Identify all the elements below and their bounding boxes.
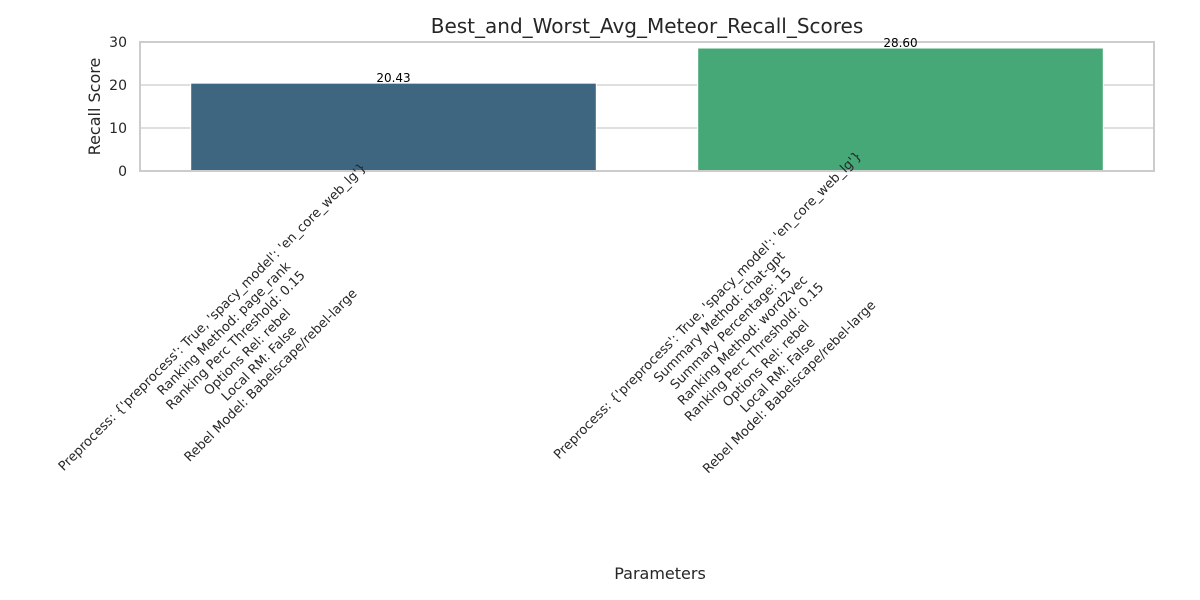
bar-2: [697, 47, 1104, 172]
data-label-1: 20.43: [376, 71, 410, 85]
plot-frame: [139, 41, 1155, 172]
data-labels: 20.43 28.60: [376, 36, 917, 85]
bar-1: [190, 82, 597, 172]
y-tick-label: 20: [109, 78, 127, 94]
y-tick-label: 0: [118, 164, 127, 180]
x-axis-label: Parameters: [614, 564, 706, 583]
data-label-2: 28.60: [883, 36, 917, 50]
y-axis-label: Recall Score: [85, 58, 104, 156]
x-category-line: Preprocess: {'preprocess': True, 'spacy_…: [551, 149, 865, 463]
y-tick-label: 30: [109, 35, 127, 51]
chart-title: Best_and_Worst_Avg_Meteor_Recall_Scores: [431, 14, 864, 38]
y-tick-labels: 0 10 20 30: [109, 35, 127, 180]
bars: [190, 47, 1104, 172]
x-category-label-1: Preprocess: {'preprocess': True, 'spacy_…: [56, 161, 428, 533]
x-category-label-2: Preprocess: {'preprocess': True, 'spacy_…: [551, 149, 946, 544]
y-tick-label: 10: [109, 121, 127, 137]
x-category-labels: Preprocess: {'preprocess': True, 'spacy_…: [56, 149, 946, 544]
